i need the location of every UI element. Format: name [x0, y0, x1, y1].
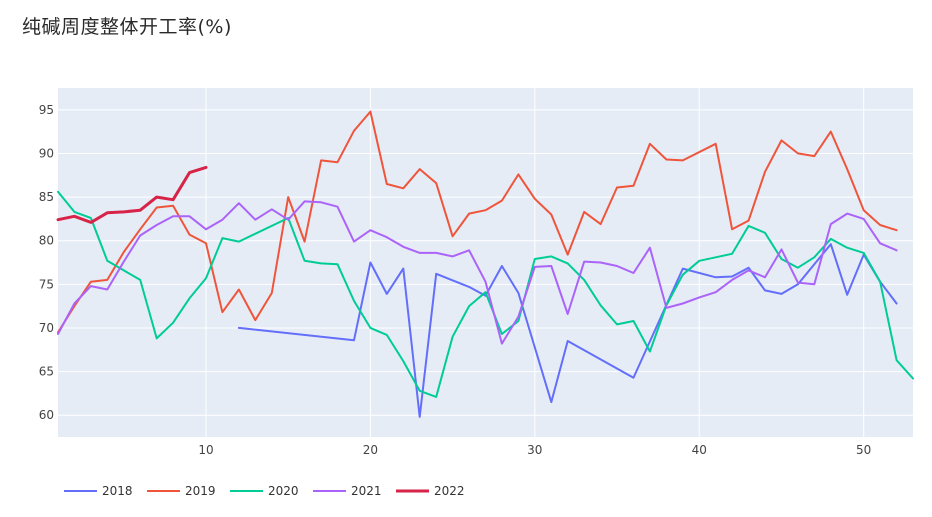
y-tick-label: 70 [39, 321, 54, 335]
legend-label-2021: 2021 [351, 484, 382, 498]
x-tick-label: 10 [198, 443, 213, 457]
y-tick-label: 90 [39, 146, 54, 160]
legend-label-2019: 2019 [185, 484, 216, 498]
x-tick-label: 20 [363, 443, 378, 457]
chart-title: 纯碱周度整体开工率(%) [22, 16, 232, 38]
y-tick-label: 60 [39, 408, 54, 422]
legend: 2018 2019 2020 2021 2022 [64, 484, 465, 498]
y-tick-label: 80 [39, 234, 54, 248]
y-tick-label: 95 [39, 103, 54, 117]
legend-label-2020: 2020 [268, 484, 299, 498]
y-axis-ticks: 60 65 70 75 80 85 90 95 [39, 103, 54, 422]
series-line-2021 [57, 200, 898, 345]
series-line-2019 [57, 110, 898, 334]
series-line-2020 [57, 190, 914, 398]
y-tick-label: 75 [39, 277, 54, 291]
y-tick-label: 85 [39, 190, 54, 204]
series-lines [56, 110, 914, 418]
y-tick-label: 65 [39, 365, 54, 379]
x-tick-label: 50 [856, 443, 871, 457]
x-tick-label: 40 [692, 443, 707, 457]
legend-label-2018: 2018 [102, 484, 133, 498]
x-tick-label: 30 [527, 443, 542, 457]
legend-label-2022: 2022 [434, 484, 465, 498]
x-axis-ticks: 10 20 30 40 50 [198, 443, 871, 457]
plot-area [58, 88, 913, 437]
series-line-2022 [56, 165, 208, 224]
series-line-2018 [237, 243, 898, 418]
